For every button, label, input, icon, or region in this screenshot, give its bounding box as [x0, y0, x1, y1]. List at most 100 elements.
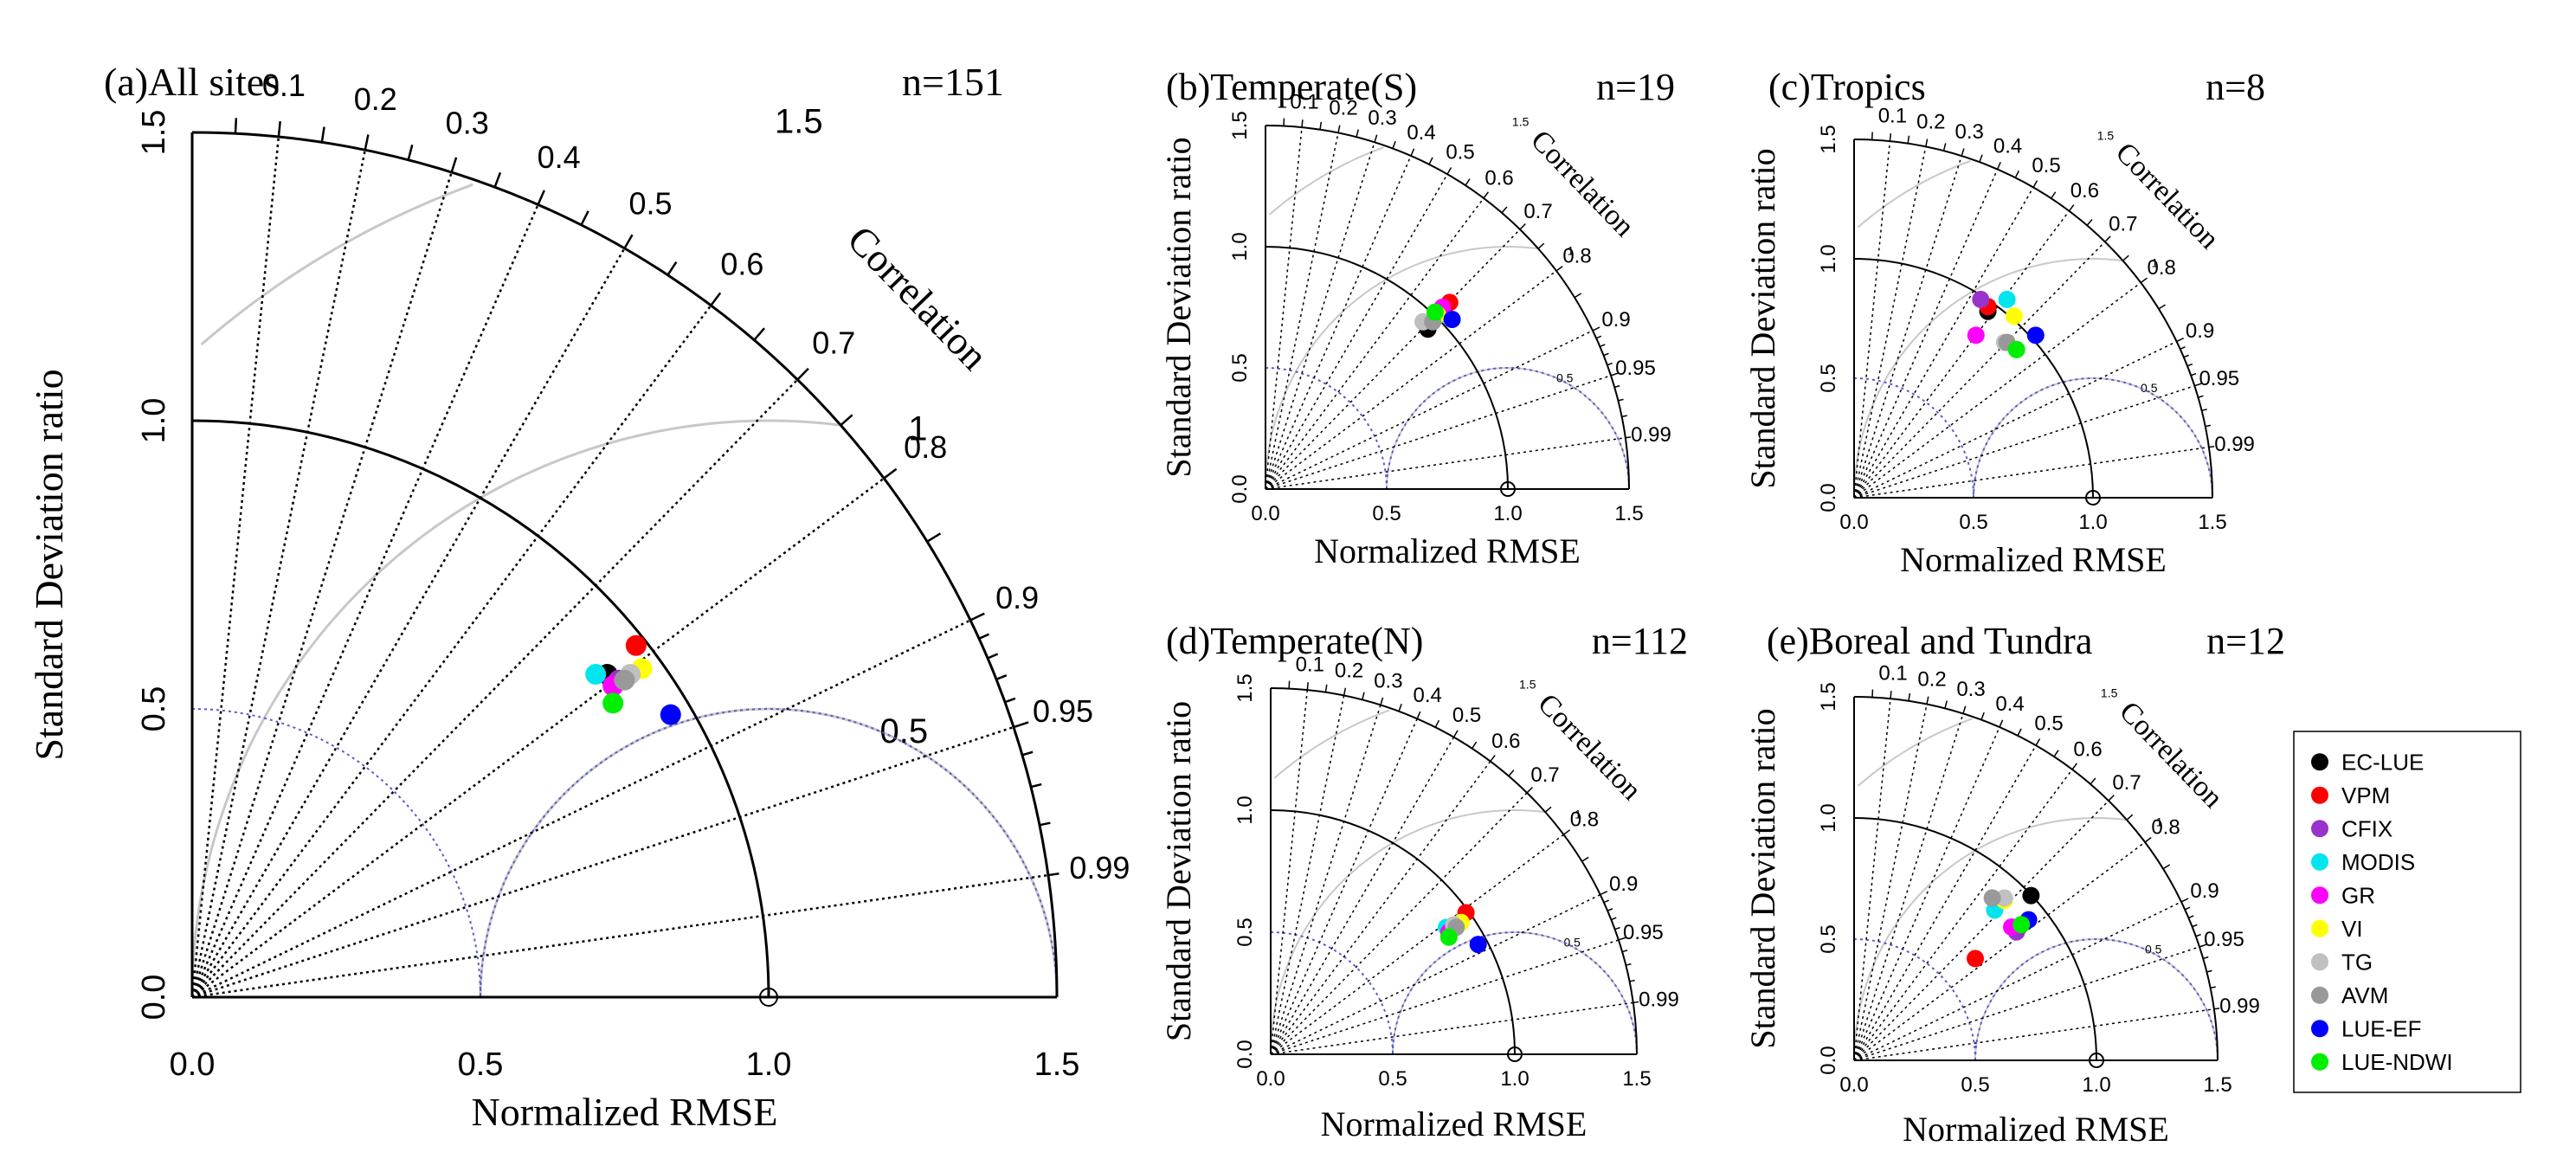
- correlation-tick: [493, 171, 502, 188]
- panel-n-label: n=8: [2206, 66, 2265, 108]
- rmse-contour-label: 1: [2156, 815, 2163, 829]
- correlation-tick-label: 0.3: [1956, 678, 1985, 701]
- correlation-tick: [1324, 684, 1328, 692]
- std-dev-arc-1.0: [1265, 246, 1509, 490]
- rmse-contour-label: 1: [1568, 244, 1575, 258]
- correlation-tick-label: 0.99: [1631, 423, 1671, 447]
- correlation-tick: [1926, 696, 1929, 705]
- correlation-tick: [2126, 814, 2134, 821]
- correlation-tick-label: 0.8: [2151, 815, 2180, 839]
- correlation-axis-label: Correlation: [1524, 125, 1640, 243]
- legend-label: AVM: [2341, 982, 2388, 1008]
- correlation-tick-label: 0.9: [1601, 308, 1630, 332]
- correlation-tick: [1942, 143, 1947, 151]
- correlation-tick-label: 0.4: [1995, 692, 2024, 716]
- correlation-tick: [1562, 829, 1571, 835]
- correlation-tick: [1980, 712, 1985, 720]
- y-axis-title: Standard Deviation ratio: [1159, 137, 1198, 477]
- std-dev-arc-0.5: [1265, 367, 1388, 490]
- correlation-line: [1265, 127, 1303, 490]
- correlation-line: [1853, 155, 1962, 499]
- rmse-contour-label: 1.5: [1519, 677, 1536, 691]
- correlation-tick-label: 0.2: [1335, 660, 1363, 683]
- rmse-contour-label: 1.5: [1512, 114, 1530, 128]
- correlation-tick: [1519, 223, 1526, 230]
- correlation-tick: [995, 674, 1008, 680]
- correlation-line: [1270, 737, 1455, 1055]
- correlation-tick: [2108, 795, 2115, 802]
- panel-n-label: n=19: [1596, 66, 1675, 108]
- data-point-lue-ef: [1443, 311, 1461, 328]
- x-tick-label: 1.5: [1034, 1046, 1080, 1083]
- correlation-tick: [1362, 692, 1365, 700]
- correlation-tick: [753, 327, 765, 341]
- legend-swatch-ec-lue: [2311, 753, 2328, 771]
- y-tick-label: 0.5: [1817, 364, 1840, 392]
- correlation-tick: [1508, 770, 1515, 777]
- correlation-line: [1265, 330, 1594, 490]
- std-dev-arc-0.5: [1853, 377, 1974, 499]
- correlation-tick: [1021, 750, 1034, 757]
- correlation-tick: [1610, 372, 1619, 377]
- legend-swatch-tg: [2311, 953, 2328, 971]
- correlation-tick: [1410, 148, 1415, 157]
- rmse-contour-label: 1: [908, 410, 927, 448]
- data-point-vpm: [1967, 950, 1984, 968]
- std-dev-arc-1.0: [1853, 258, 2094, 499]
- correlation-tick: [1047, 873, 1059, 877]
- x-tick-label: 1.0: [2082, 1073, 2110, 1097]
- data-point-vi: [2005, 307, 2023, 325]
- rmse-contour: [1857, 718, 1973, 787]
- correlation-line: [1853, 946, 2200, 1061]
- std-dev-arc-1.0: [1853, 817, 2097, 1061]
- rmse-contour-label: 0.5: [2145, 942, 2162, 956]
- correlation-tick: [2184, 906, 2191, 911]
- correlation-tick-label: 0.6: [1491, 730, 1520, 753]
- correlation-tick: [1004, 697, 1016, 704]
- rmse-contour: [190, 419, 840, 998]
- legend-swatch-vi: [2311, 919, 2328, 937]
- correlation-tick-label: 0.9: [2190, 879, 2219, 903]
- correlation-tick: [710, 292, 722, 306]
- correlation-tick: [978, 633, 990, 640]
- correlation-line: [1853, 699, 1891, 1061]
- correlation-line: [191, 725, 1014, 999]
- std-dev-arc-1.0: [1270, 809, 1516, 1055]
- correlation-tick-label: 0.1: [262, 68, 306, 103]
- reference-point: [1500, 481, 1516, 497]
- correlation-tick: [2158, 304, 2166, 310]
- correlation-tick-label: 0.6: [2070, 179, 2099, 203]
- std-dev-arc-1.0: [191, 419, 770, 998]
- x-tick-label: 1.0: [1500, 1067, 1529, 1091]
- correlation-tick: [2213, 1008, 2220, 1010]
- correlation-tick-label: 0.1: [1878, 105, 1907, 128]
- correlation-line: [1270, 939, 1620, 1055]
- correlation-tick: [2086, 219, 2093, 226]
- correlation-tick: [1392, 140, 1396, 149]
- data-point-lue-ef: [660, 704, 681, 725]
- correlation-tick: [1380, 697, 1384, 705]
- x-axis-title: Normalized RMSE: [1321, 1104, 1587, 1143]
- correlation-tick-label: 0.3: [1368, 106, 1396, 130]
- correlation-tick-label: 0.4: [1993, 134, 2022, 158]
- y-tick-label: 1.5: [136, 110, 172, 156]
- legend-label: CFIX: [2341, 815, 2392, 841]
- legend-label: LUE-EF: [2341, 1015, 2421, 1041]
- correlation-line: [191, 873, 1049, 999]
- taylor-panel-3: 0.5 1 1.5 0.1 0.2 0.3 0.4 0.5 0.6 0.7 0.8 0.9 0.95 0.…: [1159, 620, 1688, 1143]
- correlation-tick: [1465, 178, 1471, 186]
- y-tick-label: 1.5: [1817, 682, 1840, 711]
- correlation-tick-label: 0.7: [812, 325, 855, 360]
- correlation-tick: [2206, 969, 2212, 973]
- correlation-line: [190, 136, 280, 998]
- correlation-line: [1853, 744, 2037, 1061]
- x-tick-label: 0.0: [1839, 1073, 1868, 1097]
- correlation-tick: [2208, 445, 2215, 448]
- legend-label: VPM: [2341, 782, 2390, 808]
- correlation-tick: [1633, 1001, 1639, 1004]
- correlation-line: [1853, 713, 1964, 1061]
- correlation-tick-label: 0.3: [446, 105, 489, 140]
- data-point-lue-ndwi: [602, 692, 624, 714]
- correlation-tick: [2035, 738, 2041, 746]
- correlation-tick: [2068, 204, 2075, 212]
